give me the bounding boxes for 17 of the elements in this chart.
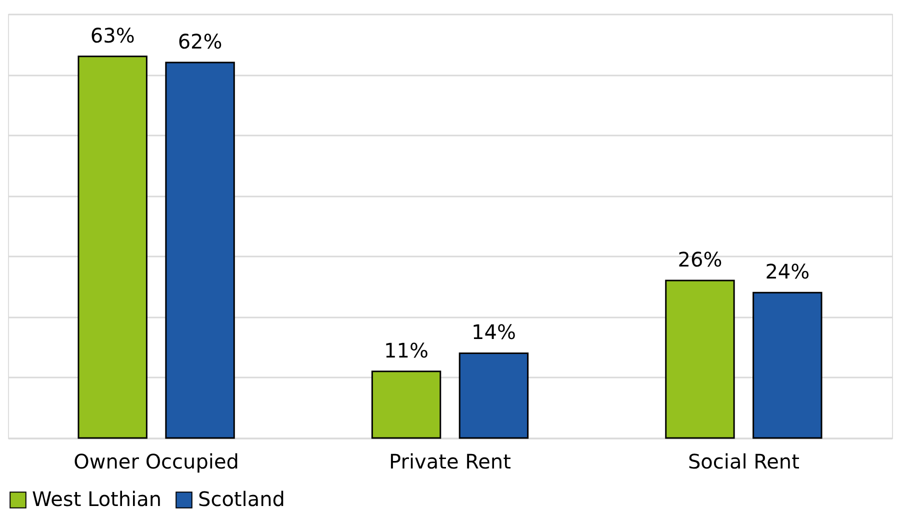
x-tick-label: Social Rent [688, 450, 800, 474]
data-label: 62% [178, 29, 222, 54]
bar [458, 352, 529, 439]
bar [665, 280, 735, 439]
bar [165, 62, 235, 439]
data-label: 24% [765, 260, 810, 284]
legend-label: West Lothian [32, 487, 162, 511]
bar [371, 370, 442, 439]
data-label: 26% [678, 248, 722, 272]
x-tick-label: Private Rent [389, 450, 512, 474]
data-label: 63% [90, 23, 135, 48]
data-label: 14% [471, 320, 516, 344]
data-label: 11% [384, 338, 429, 362]
legend-label: Scotland [198, 487, 285, 511]
x-tick-label: Owner Occupied [74, 450, 239, 474]
bar [78, 56, 148, 439]
bar [752, 292, 822, 439]
